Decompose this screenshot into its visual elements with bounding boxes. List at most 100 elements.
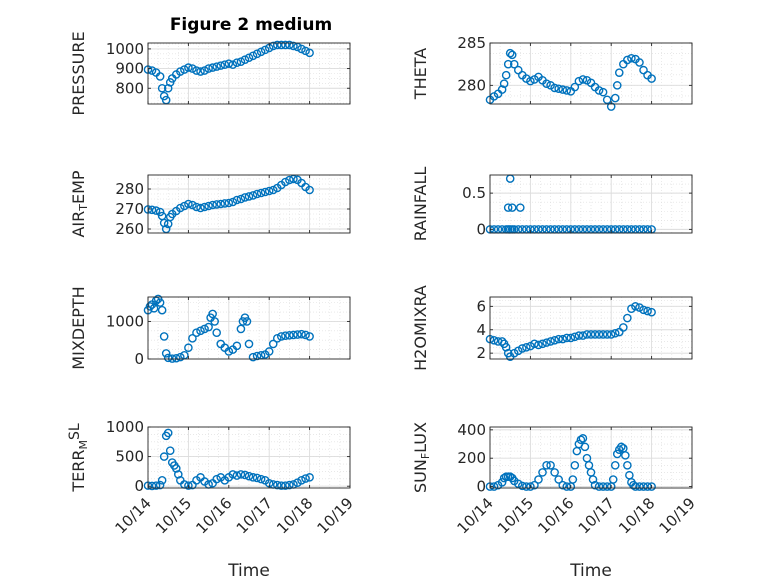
data-point [518,481,527,491]
data-point [574,76,584,86]
y-tick-label: 4 [476,321,486,339]
data-point [635,482,644,491]
data-point [244,471,254,481]
data-point [542,338,551,347]
data-point [578,434,588,443]
data-point [647,482,656,491]
data-point [635,58,644,67]
data-point [149,303,159,313]
data-point [647,74,656,83]
data-point [285,480,294,490]
y-axis-label: SUNFLUX [411,422,432,493]
data-point [281,481,290,490]
data-point [192,202,201,212]
data-point [501,70,511,80]
data-point [507,50,517,60]
data-point [518,344,527,353]
data-point [157,305,167,315]
subplot-theta: 280 285 THETA [411,34,693,111]
data-point [180,65,189,74]
data-point [590,330,600,339]
data-point [216,199,226,209]
data-point [588,475,598,484]
y-tick-label: 1000 [106,418,144,436]
data-point [180,201,189,211]
data-point [252,351,262,361]
data-point [281,177,290,187]
y-tick-label: 280 [457,76,486,94]
data-point [204,201,213,211]
data-point [629,480,638,490]
data-point [554,475,563,484]
data-point [281,40,290,50]
axes-box [489,42,693,105]
data-point [530,339,539,349]
data-point [305,48,314,58]
data-point [586,330,596,339]
data-point [546,337,555,346]
data-point [165,446,175,455]
subplot-h2omixra: 2 4 6 H2OMIXRA [411,285,693,371]
y-tick-label: 260 [115,220,144,238]
data-point [212,62,221,71]
data-point [570,332,580,342]
data-point [639,305,648,315]
data-point [602,330,612,339]
x-tick-label: 10/15 [494,494,537,537]
data-point [499,79,509,88]
data-point [608,475,618,484]
data-point [289,41,298,51]
data-point [578,75,588,84]
data-point [285,331,294,340]
y-tick-label: 200 [457,449,486,467]
data-point [610,328,620,338]
data-point [224,59,234,68]
data-point [285,175,294,185]
data-point [501,343,511,352]
x-tick-label: 10/18 [615,494,658,537]
data-point [232,471,242,480]
data-point [240,470,250,480]
data-point [558,334,568,344]
data-point [570,82,580,92]
data-point [503,203,513,212]
data-point [236,470,246,479]
axes-box [489,296,693,360]
data-point [301,46,310,56]
data-point [542,79,551,88]
data-point [301,474,310,483]
data-point [534,340,543,350]
data-point [264,347,274,356]
y-axis-label: PRESSURE [69,31,88,115]
data-point [507,203,517,212]
axes-box [489,174,693,234]
data-point [562,333,572,343]
x-tick-label: 10/14 [112,494,155,537]
data-point [200,202,209,212]
data-point [208,309,217,319]
data-point [159,332,169,341]
data-point [631,302,640,311]
y-tick-label: 0 [134,477,144,495]
data-point [188,200,197,210]
data-point [264,186,274,196]
data-point [184,481,193,490]
data-point [196,67,205,76]
y-axis-label: TERRMSL [67,423,90,493]
data-point [576,435,586,445]
data-point [578,331,588,340]
x-tick-label: 10/16 [534,494,577,537]
data-point [228,470,238,479]
data-point [558,85,568,94]
data-point [301,330,310,340]
data-point [277,481,286,490]
data-point [220,60,230,69]
data-point [623,461,632,470]
y-tick-label: 0 [134,350,144,368]
data-point [260,187,270,197]
data-point [171,353,181,363]
